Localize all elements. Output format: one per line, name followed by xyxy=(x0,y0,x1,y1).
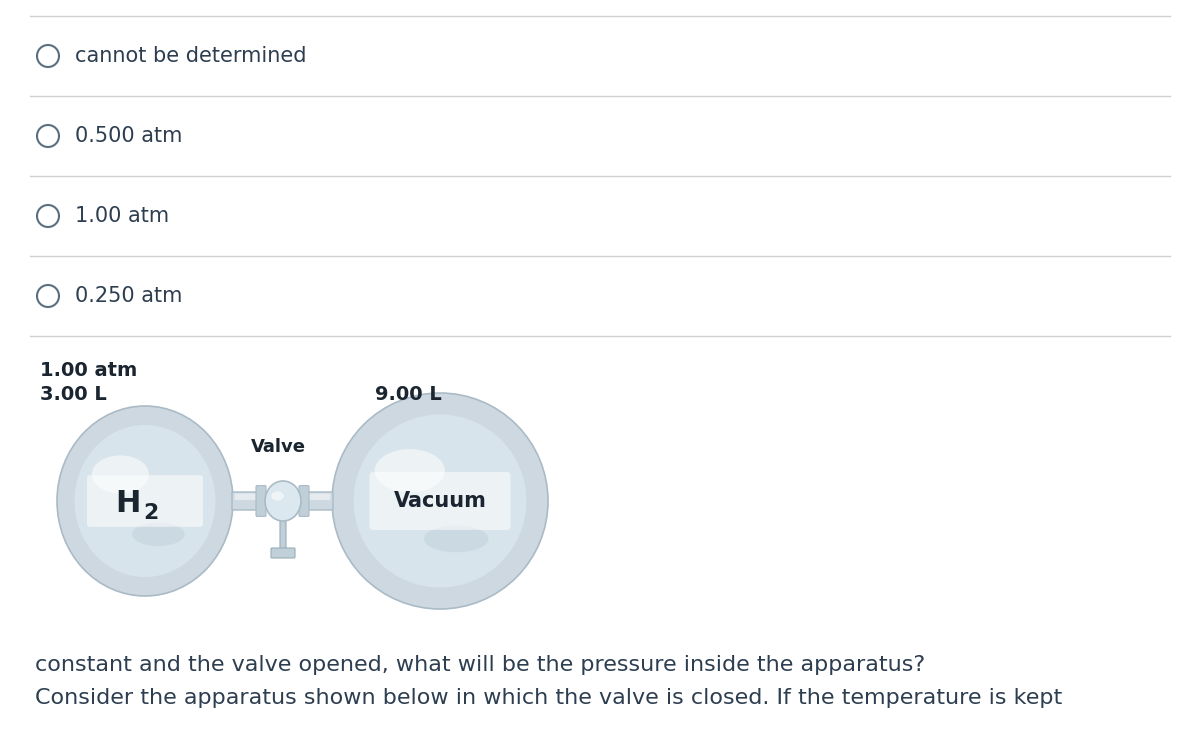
FancyBboxPatch shape xyxy=(370,472,510,530)
Ellipse shape xyxy=(132,522,185,546)
Text: constant and the valve opened, what will be the pressure inside the apparatus?: constant and the valve opened, what will… xyxy=(35,655,925,675)
Ellipse shape xyxy=(354,415,527,588)
Text: Valve: Valve xyxy=(251,438,306,456)
Ellipse shape xyxy=(271,492,284,501)
Ellipse shape xyxy=(91,455,149,493)
Text: 3.00 L: 3.00 L xyxy=(40,385,107,404)
FancyBboxPatch shape xyxy=(232,492,334,510)
Ellipse shape xyxy=(332,393,548,609)
Text: 9.00 L: 9.00 L xyxy=(374,385,442,404)
Text: 0.500 atm: 0.500 atm xyxy=(74,126,182,146)
Text: 2: 2 xyxy=(143,503,158,523)
Text: 0.250 atm: 0.250 atm xyxy=(74,286,182,306)
Text: 1.00 atm: 1.00 atm xyxy=(40,361,137,380)
Text: 1.00 atm: 1.00 atm xyxy=(74,206,169,226)
Text: H: H xyxy=(115,490,142,519)
Ellipse shape xyxy=(265,481,301,521)
Ellipse shape xyxy=(374,450,445,493)
Text: Consider the apparatus shown below in which the valve is closed. If the temperat: Consider the apparatus shown below in wh… xyxy=(35,688,1062,708)
Text: cannot be determined: cannot be determined xyxy=(74,46,306,66)
FancyBboxPatch shape xyxy=(88,476,203,527)
Text: Vacuum: Vacuum xyxy=(394,491,486,511)
Ellipse shape xyxy=(74,425,216,577)
FancyBboxPatch shape xyxy=(234,493,330,500)
Ellipse shape xyxy=(58,406,233,596)
FancyBboxPatch shape xyxy=(299,486,310,516)
Ellipse shape xyxy=(424,525,488,552)
FancyBboxPatch shape xyxy=(256,486,266,516)
FancyBboxPatch shape xyxy=(280,514,286,554)
FancyBboxPatch shape xyxy=(271,548,295,558)
